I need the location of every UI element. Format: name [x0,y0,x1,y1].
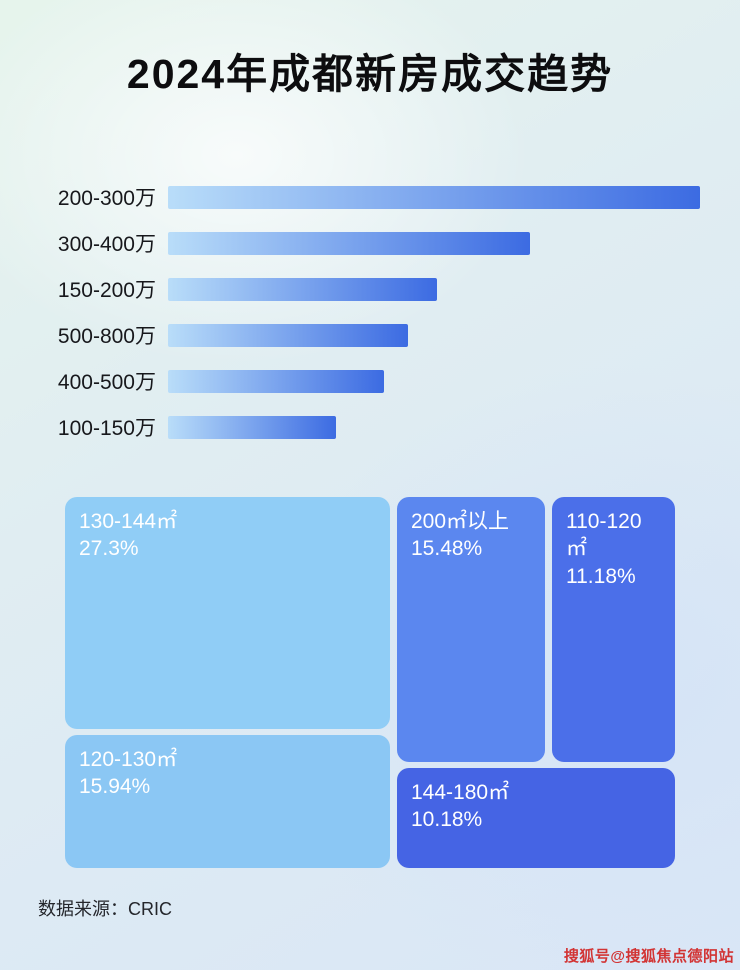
treemap-block-value: 15.94% [79,775,151,799]
treemap-block-value: 10.18% [411,808,483,832]
price-band-bar-chart: 200-300万 300-400万 150-200万 500-800万 400-… [40,185,700,461]
treemap-block: 110-120㎡ 11.18% [552,497,675,762]
bar-track [168,369,700,393]
bar-track [168,277,700,301]
bar-label: 400-500万 [57,371,156,394]
treemap-block: 200㎡以上 15.48% [397,497,545,762]
treemap-block: 144-180㎡ 10.18% [397,768,675,868]
bar-track [168,231,700,255]
treemap-block-label: 120-130㎡ [79,748,178,771]
bar-label: 300-400万 [57,233,156,256]
treemap-block-label: 130-144㎡ [79,510,178,533]
treemap-block: 130-144㎡ 27.3% [65,497,390,729]
bar-track [168,415,700,439]
bar-track [168,185,700,209]
treemap-block-value: 15.48% [411,537,483,561]
data-source: 数据来源：CRIC [38,899,172,919]
bar-label: 100-150万 [57,417,156,440]
bar [168,231,530,255]
treemap-block-value: 27.3% [79,537,139,561]
treemap-block-value: 11.18% [566,564,636,588]
bar [168,369,384,393]
treemap-block-label: 200㎡以上 [411,510,510,533]
bar [168,185,700,209]
bar-row: 500-800万 [40,323,700,348]
page-title: 2024年成都新房成交趋势 [126,51,614,97]
bar-row: 400-500万 [40,369,700,394]
treemap-block: 120-130㎡ 15.94% [65,735,390,868]
bar-label: 500-800万 [57,325,156,348]
treemap-block-label: 110-120㎡ [566,510,642,561]
bar [168,323,409,347]
bar-row: 200-300万 [40,185,700,210]
watermark: 搜狐号@搜狐焦点德阳站 [563,948,734,965]
bar [168,277,437,301]
treemap-block-label: 144-180㎡ [411,781,510,804]
bar-label: 200-300万 [57,187,156,210]
bar-row: 100-150万 [40,415,700,440]
bar-row: 300-400万 [40,231,700,256]
bar-row: 150-200万 [40,277,700,302]
bar-track [168,323,700,347]
area-share-treemap: 130-144㎡ 27.3% 200㎡以上 15.48% 110-120㎡ 11… [65,497,675,868]
bar-label: 150-200万 [57,279,156,302]
bar [168,415,336,439]
